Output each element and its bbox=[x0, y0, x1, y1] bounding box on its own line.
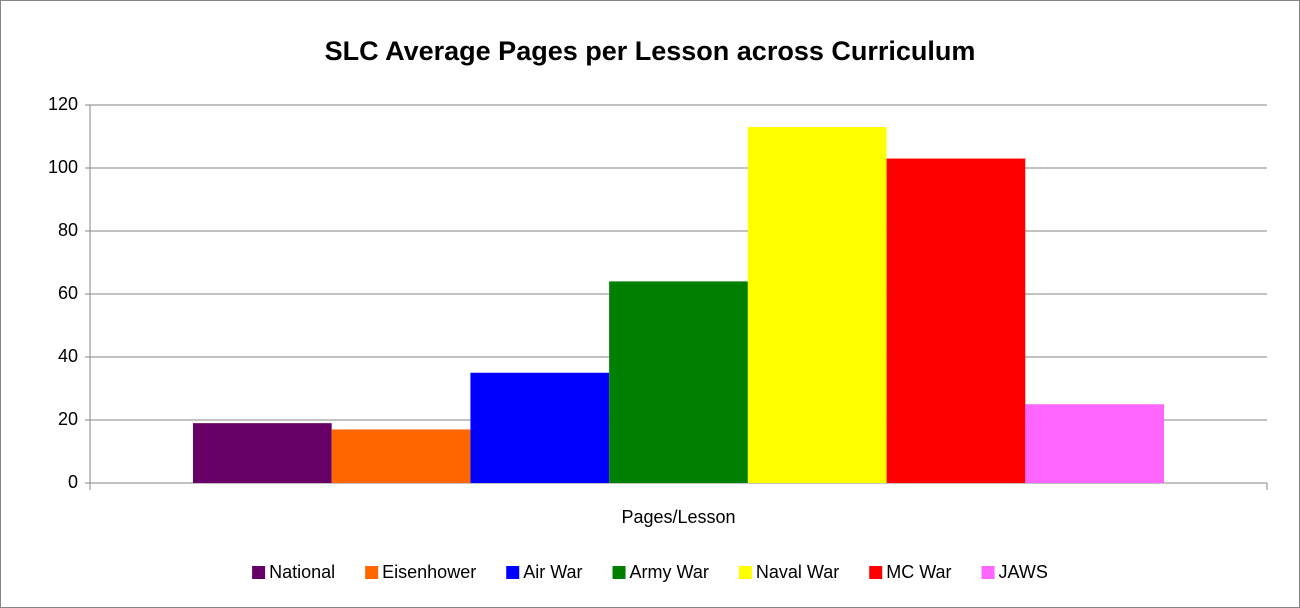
bar bbox=[609, 281, 748, 483]
y-tick-label: 60 bbox=[58, 283, 78, 303]
legend-swatch bbox=[869, 566, 883, 579]
bar bbox=[331, 429, 471, 483]
y-tick-label: 120 bbox=[48, 94, 78, 114]
legend-swatch bbox=[506, 566, 520, 579]
legend-label: Air War bbox=[523, 562, 582, 582]
legend-swatch bbox=[365, 566, 379, 579]
legend-swatch bbox=[981, 566, 995, 579]
bar bbox=[1025, 404, 1165, 483]
legend-swatch bbox=[612, 566, 626, 579]
legend-label: JAWS bbox=[999, 562, 1048, 582]
legend-label: MC War bbox=[886, 562, 951, 582]
legend-swatch bbox=[738, 566, 752, 579]
y-tick-label: 100 bbox=[48, 157, 78, 177]
legend: National Eisenhower Air War Army War Naval W… bbox=[252, 562, 1048, 582]
y-tick-label: 20 bbox=[58, 409, 78, 429]
bar bbox=[192, 423, 332, 483]
legend-label: Army War bbox=[630, 562, 709, 582]
legend-swatch bbox=[252, 566, 266, 579]
chart-title: SLC Average Pages per Lesson across Curr… bbox=[325, 36, 976, 66]
legend-label: National bbox=[269, 562, 335, 582]
legend-label: Eisenhower bbox=[382, 562, 476, 582]
y-tick-label: 0 bbox=[68, 472, 78, 492]
y-tick-label: 40 bbox=[58, 346, 78, 366]
bar bbox=[886, 158, 1026, 484]
x-tick-label: Pages/Lesson bbox=[621, 507, 735, 527]
y-tick-label: 80 bbox=[58, 220, 78, 240]
legend-label: Naval War bbox=[756, 562, 839, 582]
bar bbox=[470, 372, 610, 483]
bar bbox=[747, 127, 887, 484]
